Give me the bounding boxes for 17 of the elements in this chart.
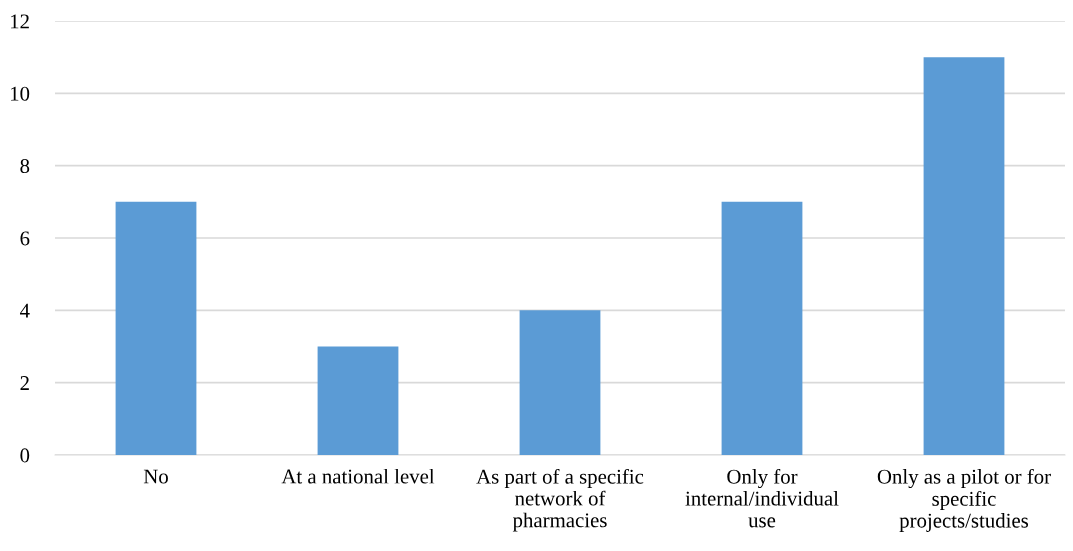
bar [115, 201, 197, 455]
bar [317, 346, 399, 455]
bar [721, 201, 803, 455]
y-tick-label: 8 [20, 159, 30, 174]
y-tick-label: 12 [11, 14, 29, 29]
x-tick-label: Only for internal/individual use [685, 468, 839, 528]
x-tick-label: At a national level [281, 468, 435, 484]
y-tick-label: 10 [11, 86, 30, 101]
x-tick-label: No [143, 469, 168, 484]
y-tick-label: 6 [20, 231, 30, 246]
x-tick-label: Only as a pilot or for specific projects/studies [877, 468, 1051, 532]
bar [923, 57, 1005, 455]
x-tick-label: As part of a specific network of pharmacies [476, 468, 644, 532]
y-tick-label: 0 [20, 448, 30, 463]
y-tick-label: 4 [19, 303, 30, 318]
bar [519, 310, 601, 455]
y-tick-label: 2 [20, 376, 29, 390]
